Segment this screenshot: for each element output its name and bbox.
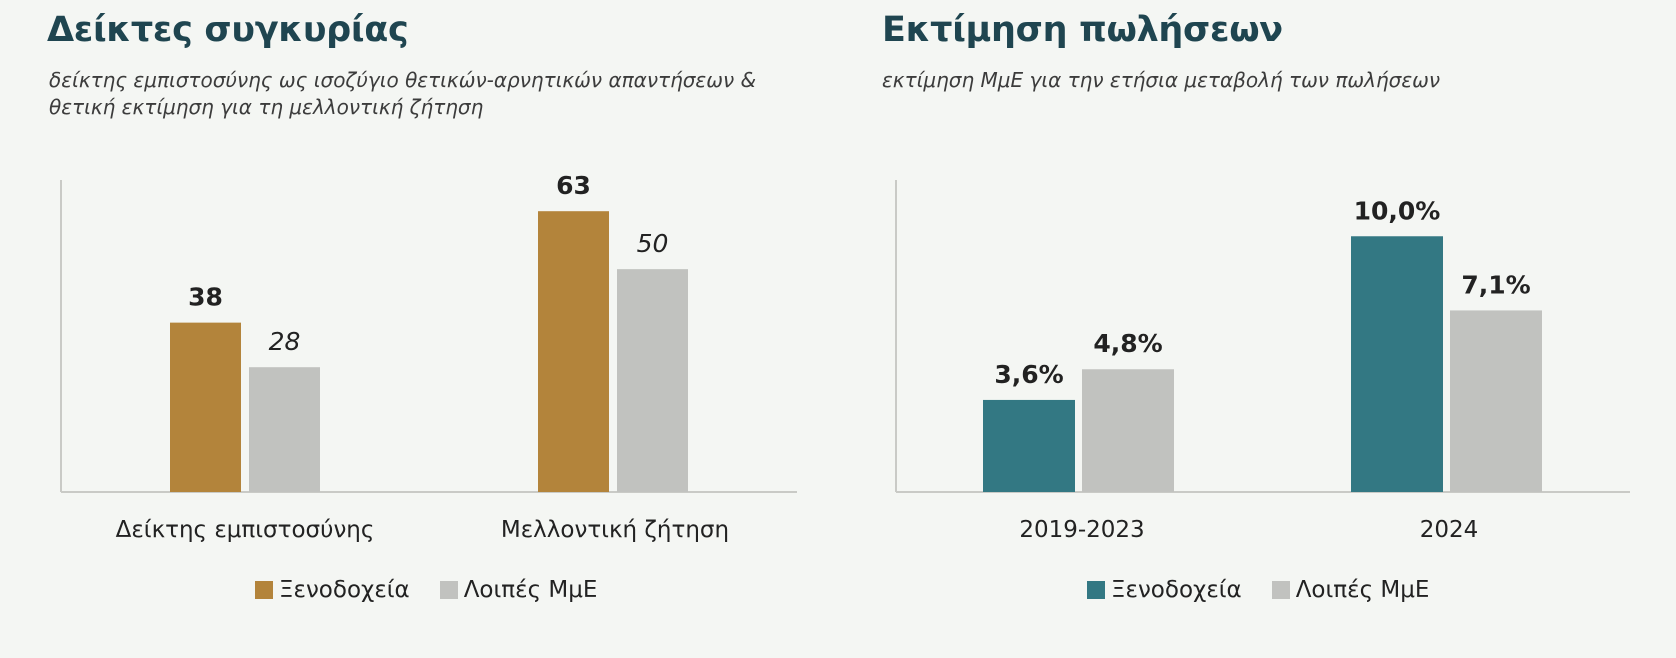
data-label-hotels-1: 10,0%	[1354, 196, 1441, 225]
subtitle-line-1: δείκτης εμπιστοσύνης ως ισοζύγιο θετικών…	[49, 68, 757, 92]
x-tick-label-1: 2024	[1420, 517, 1479, 543]
legend-item-hotels: Ξενοδοχεία	[255, 577, 410, 603]
subtitle-line-2: θετική εκτίμηση για τη μελλοντική ζήτηση	[49, 95, 484, 119]
legend-label-hotels: Ξενοδοχεία	[1111, 577, 1242, 603]
bar-other-smes-1	[1450, 310, 1542, 492]
bar-other-smes-0	[249, 367, 320, 492]
legend-swatch-hotels	[255, 581, 273, 599]
legend-label-other-smes: Λοιπές ΜμΕ	[463, 577, 598, 603]
data-label-other-smes-0: 4,8%	[1093, 329, 1162, 358]
chart-subtitle: εκτίμηση ΜμΕ για την ετήσια μεταβολή των…	[882, 67, 1662, 94]
chart-title: Εκτίμηση πωλήσεων	[882, 10, 1283, 50]
data-label-hotels-0: 38	[188, 283, 223, 312]
bar-hotels-0	[983, 399, 1075, 492]
data-label-hotels-0: 3,6%	[994, 360, 1063, 389]
bar-other-smes-0	[1082, 369, 1174, 492]
x-tick-label-0: 2019-2023	[1019, 517, 1144, 543]
data-label-other-smes-1: 50	[637, 229, 669, 258]
legend-item-other-smes: Λοιπές ΜμΕ	[1271, 577, 1430, 603]
x-tick-label-0: Δείκτης εμπιστοσύνης	[116, 517, 375, 543]
sales-bar-chart: 3,6% 4,8% 2019-2023 10,0% 7,1% 2024	[895, 180, 1630, 543]
subtitle-line-1: εκτίμηση ΜμΕ για την ετήσια μεταβολή των…	[882, 68, 1441, 92]
chart-legend: Ξενοδοχεία Λοιπές ΜμΕ	[255, 577, 597, 603]
legend-item-other-smes: Λοιπές ΜμΕ	[439, 577, 598, 603]
chart-title: Δείκτες συγκυρίας	[47, 10, 409, 50]
legend-swatch-other-smes	[439, 581, 458, 599]
legend-swatch-other-smes	[1271, 581, 1290, 599]
chart-subtitle: δείκτης εμπιστοσύνης ως ισοζύγιο θετικών…	[49, 67, 829, 121]
legend-item-hotels: Ξενοδοχεία	[1087, 577, 1242, 603]
legend-label-hotels: Ξενοδοχεία	[279, 577, 410, 603]
bar-hotels-1	[1351, 236, 1443, 492]
data-label-hotels-1: 63	[556, 171, 591, 200]
confidence-bar-chart: 38 28 Δείκτης εμπιστοσύνης 63 50 Μελλοντική ζ…	[60, 171, 797, 543]
data-label-other-smes-0: 28	[269, 327, 301, 356]
confidence-chart-panel: Δείκτες συγκυρίας δείκτης εμπιστοσύνης ω…	[47, 10, 829, 603]
x-tick-label-1: Μελλοντική ζήτηση	[501, 517, 729, 543]
chart-legend: Ξενοδοχεία Λοιπές ΜμΕ	[1087, 577, 1429, 603]
sales-chart-panel: Εκτίμηση πωλήσεων εκτίμηση ΜμΕ για την ε…	[838, 0, 1676, 658]
legend-swatch-hotels	[1087, 581, 1105, 599]
bar-hotels-1	[538, 211, 609, 492]
bar-other-smes-1	[617, 269, 688, 492]
legend-label-other-smes: Λοιπές ΜμΕ	[1295, 577, 1430, 603]
data-label-other-smes-1: 7,1%	[1461, 270, 1530, 299]
bar-hotels-0	[170, 322, 241, 492]
